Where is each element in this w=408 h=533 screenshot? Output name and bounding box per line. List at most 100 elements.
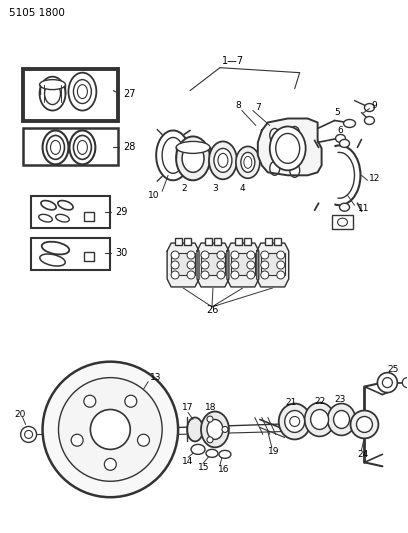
Text: 10: 10 [148, 191, 160, 200]
Ellipse shape [231, 271, 239, 279]
Text: 11: 11 [357, 204, 369, 213]
Text: 15: 15 [198, 463, 210, 472]
Ellipse shape [305, 402, 335, 437]
Ellipse shape [290, 163, 299, 177]
Ellipse shape [47, 135, 64, 159]
Text: 29: 29 [115, 207, 128, 217]
Text: 13: 13 [150, 373, 162, 382]
Polygon shape [258, 118, 322, 175]
Ellipse shape [276, 133, 299, 163]
Ellipse shape [42, 362, 178, 497]
Ellipse shape [207, 419, 223, 439]
Ellipse shape [40, 77, 65, 110]
Ellipse shape [24, 431, 33, 439]
Ellipse shape [187, 417, 203, 441]
Bar [184, 238, 191, 245]
Bar [175, 238, 182, 245]
Polygon shape [257, 243, 289, 287]
Ellipse shape [41, 200, 56, 210]
Bar [201, 253, 225, 275]
Text: 27: 27 [123, 88, 136, 99]
Ellipse shape [137, 434, 149, 446]
Ellipse shape [201, 411, 229, 447]
Bar [265, 238, 272, 245]
Ellipse shape [219, 450, 231, 458]
Ellipse shape [42, 131, 69, 164]
Ellipse shape [310, 409, 328, 430]
Ellipse shape [201, 261, 209, 269]
Ellipse shape [337, 218, 348, 226]
Ellipse shape [206, 449, 218, 457]
Ellipse shape [270, 128, 280, 142]
Ellipse shape [176, 136, 210, 180]
Ellipse shape [104, 458, 116, 470]
Ellipse shape [382, 377, 392, 387]
Bar [235, 238, 242, 245]
Text: 24: 24 [357, 450, 369, 459]
Text: 23: 23 [335, 395, 346, 404]
Bar [31, 238, 110, 270]
Ellipse shape [187, 261, 195, 269]
Text: 3: 3 [212, 184, 218, 193]
Ellipse shape [73, 135, 91, 159]
Text: 9: 9 [371, 101, 377, 110]
Ellipse shape [176, 141, 210, 154]
Ellipse shape [222, 426, 228, 432]
Bar [22, 128, 118, 165]
Bar [274, 238, 281, 245]
Text: 8: 8 [235, 101, 241, 110]
Ellipse shape [207, 437, 213, 443]
Ellipse shape [279, 403, 310, 439]
Ellipse shape [40, 254, 65, 266]
Bar [205, 238, 212, 245]
Bar [244, 238, 251, 245]
Ellipse shape [261, 271, 269, 279]
Text: 12: 12 [369, 174, 381, 183]
Ellipse shape [277, 261, 285, 269]
Ellipse shape [84, 395, 96, 407]
Ellipse shape [270, 161, 280, 175]
Ellipse shape [58, 377, 162, 481]
Ellipse shape [277, 251, 285, 259]
Ellipse shape [290, 126, 299, 140]
Ellipse shape [350, 410, 378, 439]
Bar [171, 253, 195, 275]
Ellipse shape [236, 147, 260, 179]
Bar [332, 215, 353, 229]
Polygon shape [167, 243, 199, 287]
Ellipse shape [364, 103, 375, 111]
Ellipse shape [218, 154, 228, 167]
Ellipse shape [261, 251, 269, 259]
Bar [214, 238, 221, 245]
Ellipse shape [247, 251, 255, 259]
Ellipse shape [58, 200, 73, 210]
Ellipse shape [339, 203, 350, 211]
Ellipse shape [247, 261, 255, 269]
Ellipse shape [402, 377, 408, 387]
Text: 26: 26 [206, 305, 218, 315]
Ellipse shape [241, 152, 255, 172]
Text: 5105 1800: 5105 1800 [9, 8, 64, 18]
Ellipse shape [334, 410, 350, 429]
Bar [84, 252, 94, 261]
Ellipse shape [217, 251, 225, 259]
Ellipse shape [344, 119, 355, 127]
Ellipse shape [285, 410, 305, 432]
Ellipse shape [209, 141, 237, 179]
Ellipse shape [244, 156, 252, 168]
Ellipse shape [231, 251, 239, 259]
Text: 20: 20 [15, 410, 26, 419]
Ellipse shape [78, 85, 87, 99]
Bar [22, 69, 118, 122]
Text: 14: 14 [182, 457, 193, 466]
Ellipse shape [191, 445, 205, 454]
Ellipse shape [55, 214, 69, 222]
Ellipse shape [44, 83, 60, 104]
Ellipse shape [201, 251, 209, 259]
Ellipse shape [73, 79, 91, 103]
Text: 30: 30 [115, 248, 128, 258]
Ellipse shape [40, 79, 65, 90]
Ellipse shape [214, 148, 232, 172]
Ellipse shape [21, 426, 37, 442]
Ellipse shape [231, 261, 239, 269]
